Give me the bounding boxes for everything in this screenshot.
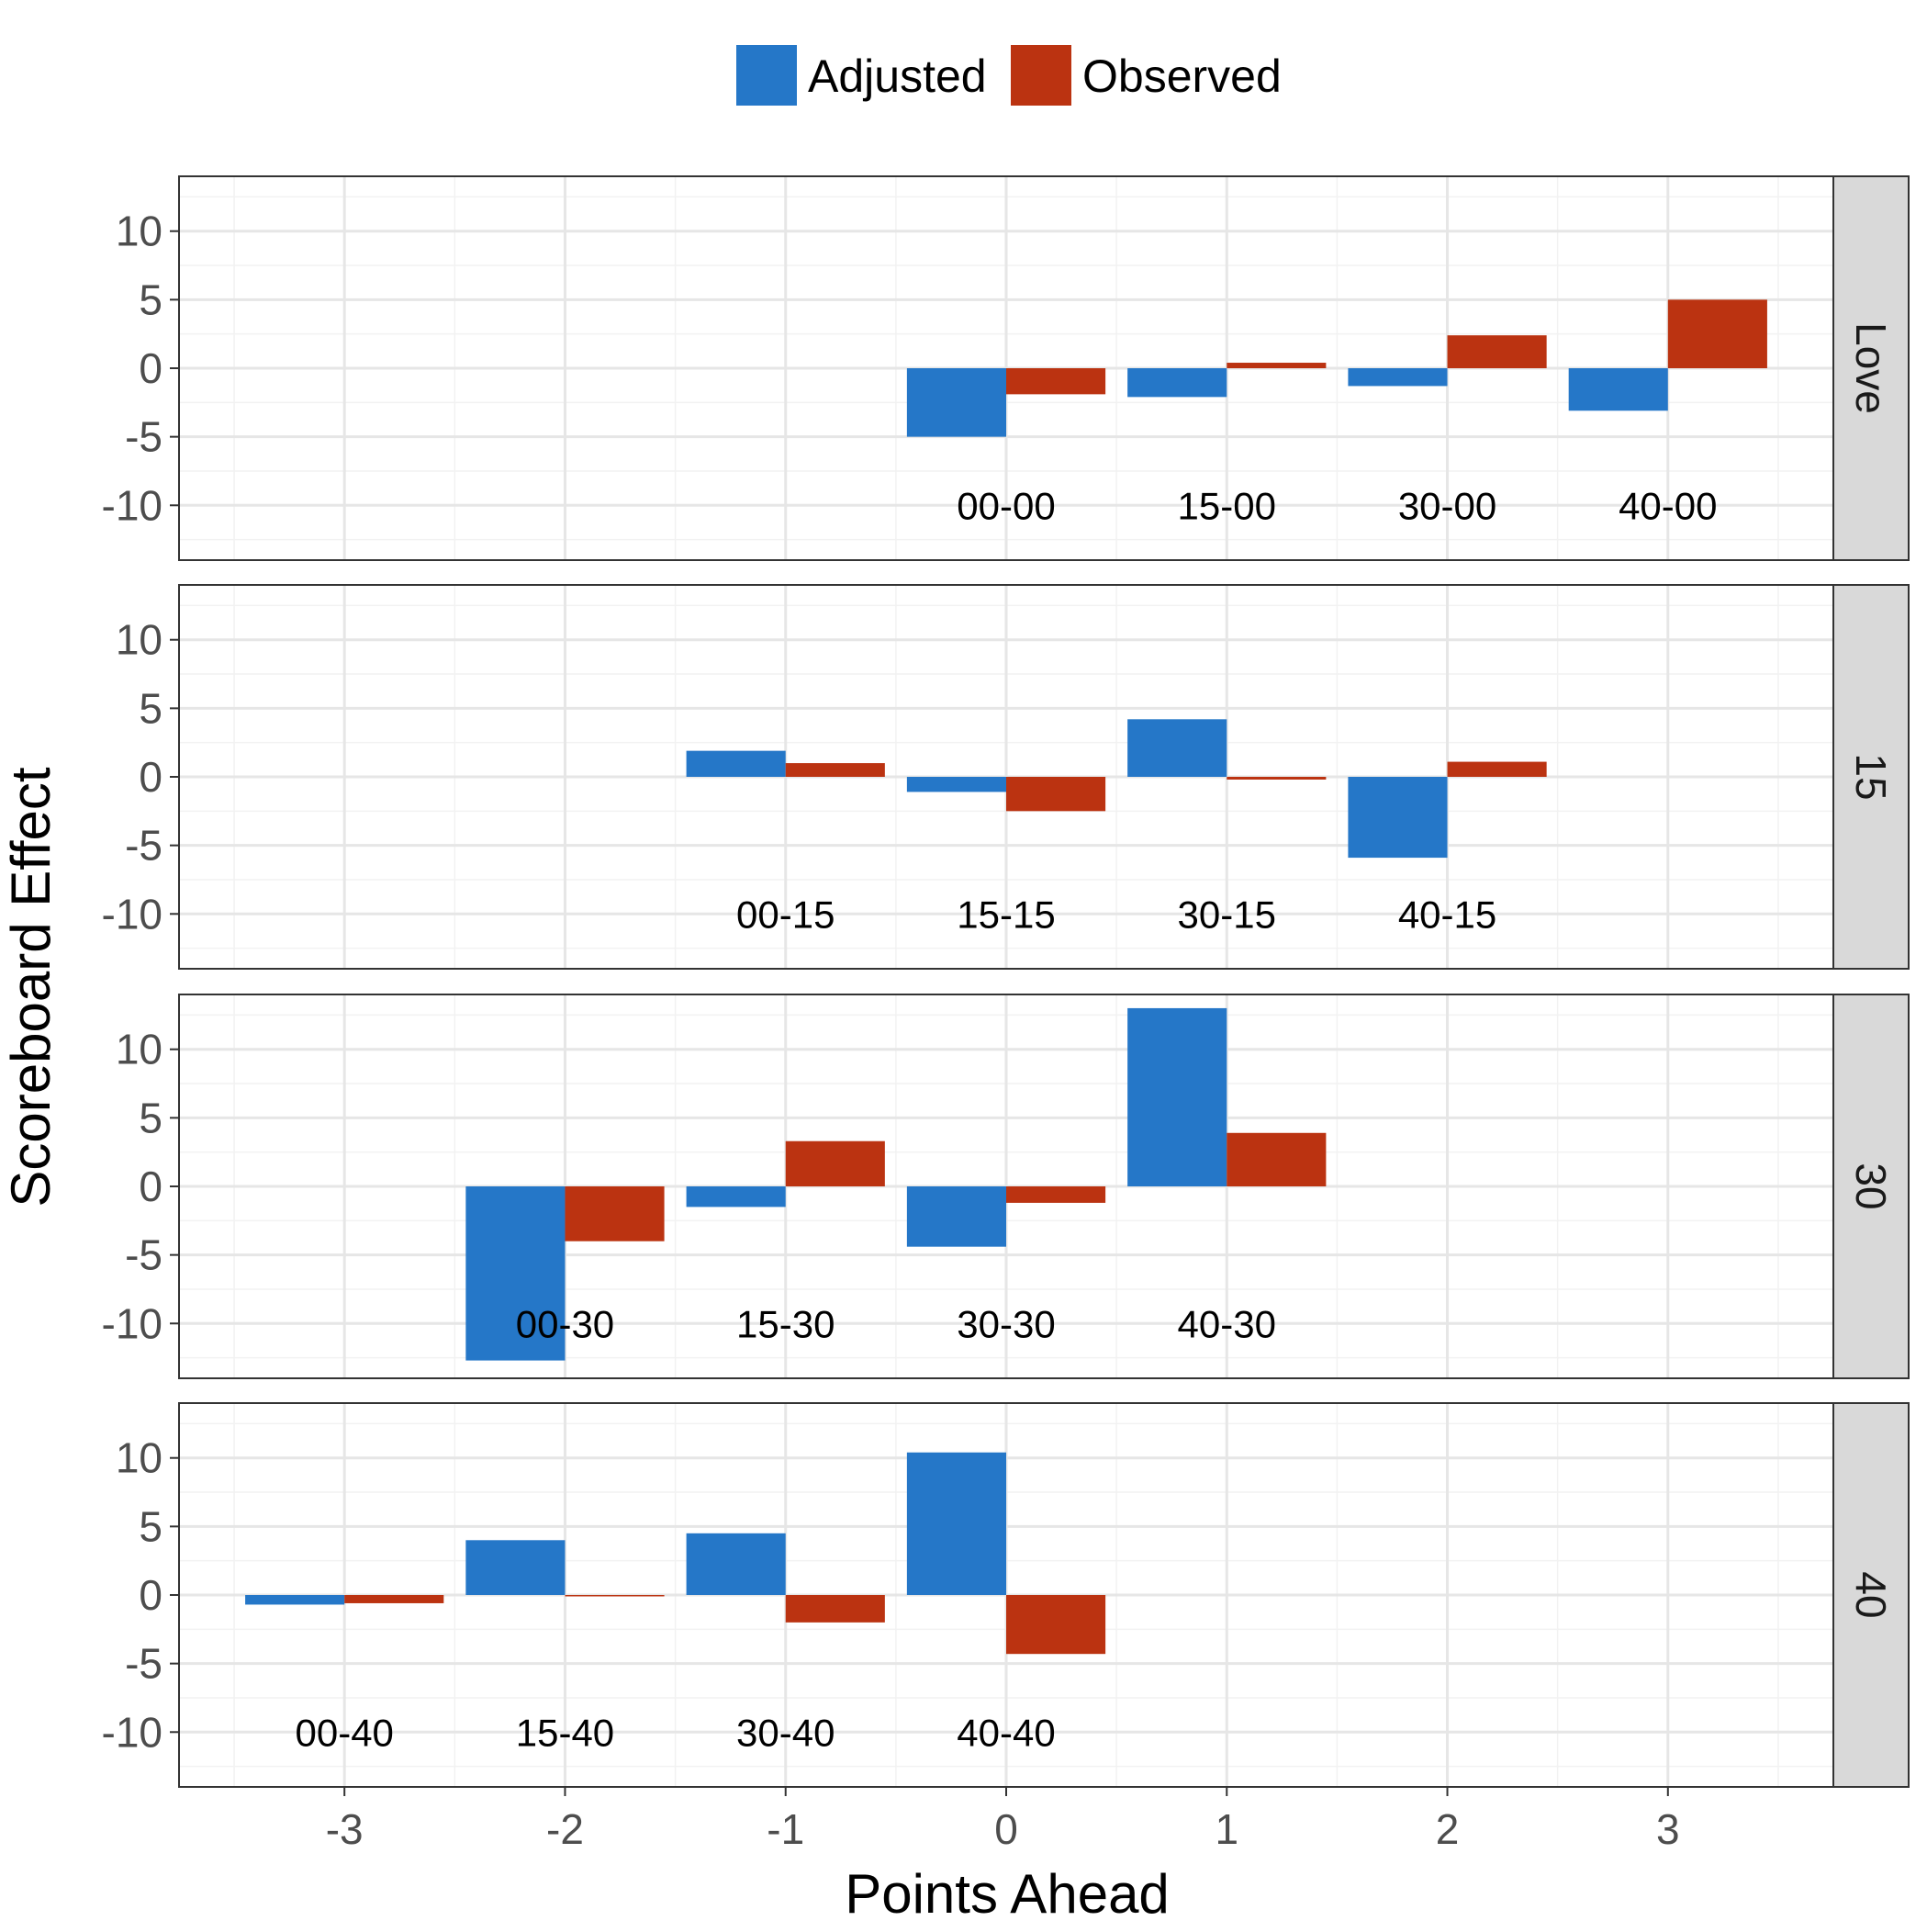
bar-adjusted-00-15 (686, 750, 786, 777)
y-tick-label: 0 (139, 753, 162, 801)
bar-adjusted-15-40 (465, 1540, 566, 1595)
bar-adjusted-30-30 (906, 1186, 1006, 1247)
y-tick-label: -10 (102, 481, 162, 529)
score-label: 15-30 (736, 1302, 835, 1345)
bar-observed-30-15 (1227, 777, 1327, 780)
y-tick-label: 10 (116, 616, 162, 664)
bar-observed-00-15 (785, 763, 885, 777)
y-tick-label: 10 (116, 1026, 162, 1073)
panel-30: 00-30 15-30 30-30 40-30 -10 -5 0 5 10 30 (102, 994, 1910, 1379)
bar-adjusted-40-40 (906, 1452, 1006, 1595)
bar-observed-40-40 (1006, 1595, 1106, 1655)
score-label: 30-00 (1398, 484, 1496, 527)
y-tick-label: -10 (102, 1299, 162, 1347)
y-tick-label: 0 (139, 344, 162, 392)
x-tick-label: -1 (767, 1805, 804, 1853)
y-tick-label: 5 (139, 275, 162, 323)
bar-adjusted-00-00 (906, 368, 1006, 437)
bar-observed-30-00 (1447, 335, 1547, 368)
legend-label-adjusted: Adjusted (808, 51, 987, 102)
score-label: 00-40 (295, 1711, 393, 1754)
panel-40: 00-40 15-40 30-40 40-40 -10 -5 0 5 10 40 (102, 1402, 1910, 1788)
x-axis-title: Points Ahead (845, 1863, 1170, 1925)
strip-15 (1832, 584, 1910, 970)
bar-adjusted-15-00 (1127, 368, 1227, 398)
x-tick-label: 2 (1436, 1805, 1460, 1853)
bar-observed-00-40 (344, 1595, 444, 1603)
score-label: 00-30 (516, 1302, 614, 1345)
bar-adjusted-00-30 (465, 1186, 566, 1361)
y-tick-label: -10 (102, 890, 162, 938)
score-label: 30-15 (1178, 893, 1276, 936)
strip-label: 15 (1847, 753, 1895, 800)
y-tick-label: 0 (139, 1571, 162, 1619)
bar-adjusted-30-40 (686, 1533, 786, 1595)
score-label: 30-40 (736, 1711, 835, 1754)
bar-adjusted-40-30 (1127, 1007, 1227, 1186)
x-axis: -3 -2 -1 0 1 2 3 (326, 1787, 1680, 1853)
legend-swatch-observed (1011, 45, 1071, 106)
score-label: 40-15 (1398, 893, 1496, 936)
bar-observed-00-30 (565, 1186, 665, 1241)
score-label: 40-00 (1619, 484, 1717, 527)
score-label: 15-15 (957, 893, 1055, 936)
score-label: 40-30 (1178, 1302, 1276, 1345)
bar-observed-40-30 (1227, 1132, 1327, 1186)
bar-observed-40-15 (1447, 761, 1547, 777)
y-tick-label: 10 (116, 1434, 162, 1482)
x-tick-label: -3 (326, 1805, 364, 1853)
panel-15: 00-15 15-15 30-15 40-15 -10 -5 0 5 10 15 (102, 584, 1910, 970)
y-tick-label: 5 (139, 1502, 162, 1550)
strip-30 (1832, 994, 1910, 1379)
bar-observed-30-30 (1006, 1186, 1106, 1203)
legend-swatch-adjusted (736, 45, 797, 106)
y-tick-label: -5 (125, 1231, 162, 1279)
score-label: 00-15 (736, 893, 835, 936)
bar-observed-40-00 (1667, 299, 1767, 368)
strip-label: Love (1847, 322, 1895, 414)
bar-adjusted-30-00 (1348, 368, 1448, 387)
y-tick-label: 10 (116, 208, 162, 255)
bar-observed-00-00 (1006, 368, 1106, 395)
bar-adjusted-00-40 (245, 1595, 345, 1605)
x-tick-label: 3 (1656, 1805, 1680, 1853)
legend: Adjusted Observed (736, 45, 1282, 106)
y-axis-title: Scoreboard Effect (0, 767, 62, 1208)
score-label: 40-40 (957, 1711, 1055, 1754)
strip-label: 30 (1847, 1163, 1895, 1209)
bar-adjusted-30-15 (1127, 719, 1227, 777)
strip-love (1832, 175, 1910, 561)
bar-adjusted-40-00 (1568, 368, 1668, 411)
y-tick-label: 5 (139, 1094, 162, 1141)
strip-label: 40 (1847, 1571, 1895, 1618)
panel-love: 00-00 15-00 30-00 40-00 -10 -5 0 5 10 Love (102, 175, 1910, 561)
strip-40 (1832, 1402, 1910, 1788)
bar-adjusted-15-15 (906, 777, 1006, 792)
score-label: 15-00 (1178, 484, 1276, 527)
x-tick-label: 0 (994, 1805, 1018, 1853)
bar-observed-15-40 (565, 1595, 665, 1597)
y-tick-label: 0 (139, 1163, 162, 1210)
score-label: 00-00 (957, 484, 1055, 527)
bar-observed-15-00 (1227, 363, 1327, 368)
y-tick-label: -5 (125, 413, 162, 461)
panels: 00-00 15-00 30-00 40-00 -10 -5 0 5 10 Love 00-15 15… (102, 175, 1910, 1788)
x-tick-label: 1 (1215, 1805, 1238, 1853)
x-tick-label: -2 (546, 1805, 584, 1853)
y-tick-label: -10 (102, 1708, 162, 1756)
y-tick-label: -5 (125, 822, 162, 870)
score-label: 30-30 (957, 1302, 1055, 1345)
bar-observed-15-15 (1006, 777, 1106, 812)
legend-label-observed: Observed (1082, 51, 1282, 102)
bar-adjusted-15-30 (686, 1186, 786, 1208)
y-tick-label: 5 (139, 684, 162, 732)
score-label: 15-40 (516, 1711, 614, 1754)
y-tick-label: -5 (125, 1640, 162, 1688)
bar-observed-30-40 (785, 1595, 885, 1623)
bar-adjusted-40-15 (1348, 777, 1448, 859)
bar-observed-15-30 (785, 1140, 885, 1186)
